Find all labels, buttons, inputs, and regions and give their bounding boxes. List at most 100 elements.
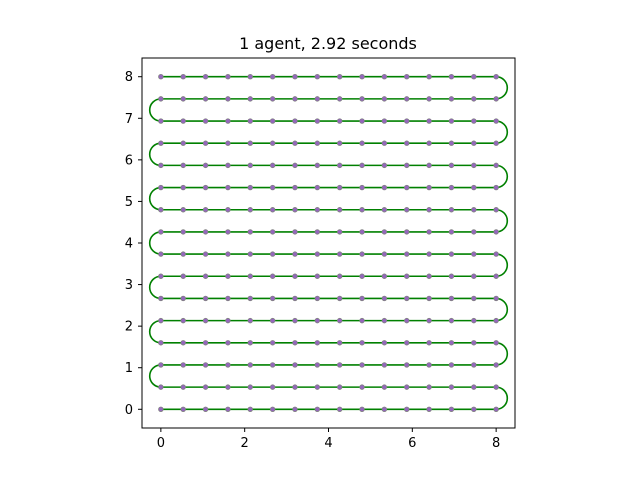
waypoint-marker bbox=[247, 251, 253, 257]
waypoint-marker bbox=[292, 207, 298, 213]
waypoint-marker bbox=[180, 118, 186, 124]
waypoint-marker bbox=[336, 340, 343, 346]
waypoint-marker bbox=[269, 96, 276, 102]
waypoint-marker bbox=[202, 140, 209, 146]
waypoint-marker bbox=[158, 184, 164, 191]
waypoint-marker bbox=[381, 295, 388, 302]
waypoint-marker bbox=[493, 140, 499, 146]
waypoint-marker bbox=[158, 273, 164, 279]
waypoint-marker bbox=[247, 96, 253, 102]
waypoint-marker bbox=[158, 340, 164, 346]
waypoint-marker bbox=[292, 340, 298, 346]
waypoint-marker bbox=[404, 295, 410, 302]
waypoint-marker bbox=[359, 140, 365, 146]
waypoint-marker bbox=[426, 317, 432, 324]
waypoint-marker bbox=[269, 229, 276, 235]
waypoint-marker bbox=[225, 406, 231, 412]
waypoint-marker bbox=[314, 340, 321, 346]
chart-title: 1 agent, 2.92 seconds bbox=[239, 34, 417, 53]
waypoint-marker bbox=[426, 184, 432, 191]
waypoint-marker bbox=[493, 74, 499, 80]
y-tick-label: 2 bbox=[125, 320, 133, 335]
waypoint-marker bbox=[225, 207, 231, 213]
waypoint-marker bbox=[158, 295, 164, 302]
waypoint-marker bbox=[336, 140, 343, 146]
waypoint-marker bbox=[471, 273, 477, 279]
waypoint-marker bbox=[359, 384, 365, 390]
waypoint-marker bbox=[336, 384, 343, 390]
waypoint-marker bbox=[336, 251, 343, 257]
waypoint-marker bbox=[247, 118, 253, 124]
waypoint-marker bbox=[247, 340, 253, 346]
waypoint-marker bbox=[158, 384, 164, 390]
waypoint-marker bbox=[493, 362, 499, 368]
waypoint-marker bbox=[471, 118, 477, 124]
waypoint-marker bbox=[314, 162, 321, 169]
waypoint-marker bbox=[225, 96, 231, 102]
waypoint-marker bbox=[202, 384, 209, 390]
waypoint-marker bbox=[225, 295, 231, 302]
x-axis: 0 2 4 6 8 bbox=[157, 428, 500, 451]
waypoint-marker bbox=[247, 362, 253, 368]
waypoint-marker bbox=[292, 162, 298, 169]
waypoint-marker bbox=[180, 362, 186, 368]
waypoint-marker bbox=[292, 74, 298, 80]
waypoint-marker bbox=[292, 229, 298, 235]
waypoint-marker bbox=[359, 184, 365, 191]
waypoint-marker bbox=[292, 96, 298, 102]
waypoint-marker bbox=[225, 140, 231, 146]
waypoint-marker bbox=[314, 96, 321, 102]
waypoint-marker bbox=[381, 229, 388, 235]
waypoint-marker bbox=[247, 273, 253, 279]
waypoint-marker bbox=[225, 251, 231, 257]
y-tick-label: 3 bbox=[125, 278, 133, 293]
waypoint-marker bbox=[269, 251, 276, 257]
waypoint-marker bbox=[269, 184, 276, 191]
y-tick-label: 8 bbox=[125, 70, 133, 85]
waypoint-marker bbox=[202, 184, 209, 191]
waypoint-marker bbox=[180, 251, 186, 257]
waypoint-marker bbox=[180, 229, 186, 235]
waypoint-marker bbox=[314, 229, 321, 235]
waypoint-marker bbox=[225, 362, 231, 368]
waypoint-marker bbox=[247, 140, 253, 146]
waypoint-marker bbox=[381, 384, 388, 390]
waypoint-marker bbox=[426, 207, 432, 213]
waypoint-marker bbox=[247, 162, 253, 169]
waypoint-marker bbox=[180, 207, 186, 213]
waypoint-marker bbox=[471, 362, 477, 368]
waypoint-marker bbox=[404, 384, 410, 390]
waypoint-marker bbox=[426, 96, 432, 102]
x-tick-label: 8 bbox=[492, 436, 500, 451]
waypoint-marker bbox=[158, 406, 164, 412]
waypoint-marker bbox=[359, 229, 365, 235]
waypoint-marker bbox=[225, 340, 231, 346]
x-tick-label: 0 bbox=[157, 436, 165, 451]
waypoint-marker bbox=[359, 406, 365, 412]
waypoint-marker bbox=[493, 96, 499, 102]
waypoint-marker bbox=[493, 162, 499, 169]
waypoint-marker bbox=[180, 184, 186, 191]
waypoint-marker bbox=[336, 229, 343, 235]
waypoint-marker bbox=[336, 362, 343, 368]
waypoint-marker bbox=[225, 74, 231, 80]
waypoint-marker bbox=[292, 118, 298, 124]
waypoint-marker bbox=[158, 162, 164, 169]
waypoint-marker bbox=[158, 74, 164, 80]
waypoint-marker bbox=[336, 74, 343, 80]
waypoint-marker bbox=[269, 273, 276, 279]
waypoint-marker bbox=[426, 251, 432, 257]
waypoint-marker bbox=[292, 317, 298, 324]
waypoint-marker bbox=[404, 340, 410, 346]
y-tick-label: 7 bbox=[125, 112, 133, 127]
waypoint-marker bbox=[314, 273, 321, 279]
waypoint-marker bbox=[448, 184, 455, 191]
waypoint-marker bbox=[493, 229, 499, 235]
waypoint-marker bbox=[202, 229, 209, 235]
waypoint-marker bbox=[471, 184, 477, 191]
waypoint-marker bbox=[493, 207, 499, 213]
y-tick-label: 6 bbox=[125, 153, 133, 168]
y-tick-label: 1 bbox=[125, 361, 133, 376]
